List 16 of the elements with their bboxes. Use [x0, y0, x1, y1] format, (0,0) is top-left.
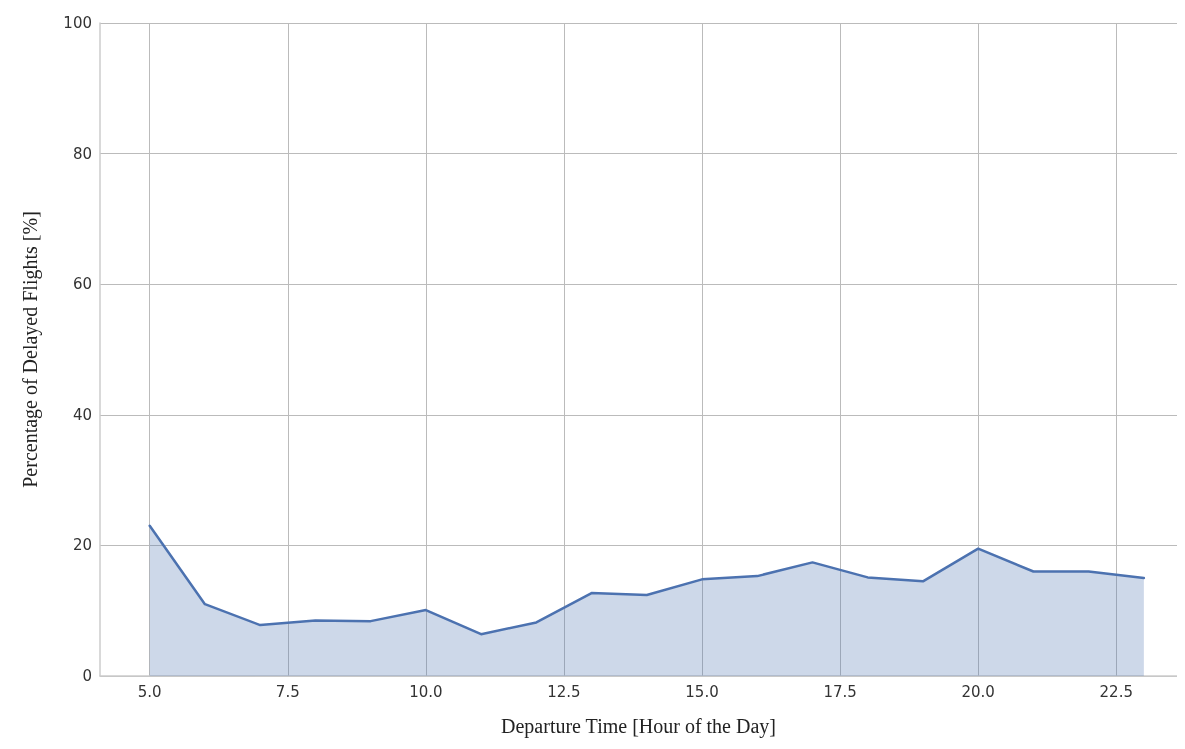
x-tick-label: 17.5	[823, 682, 857, 701]
y-tick-label: 60	[72, 275, 92, 294]
x-tick-label: 20.0	[961, 682, 995, 701]
y-tick-label: 80	[72, 144, 92, 163]
y-axis-title: Percentage of Delayed Flights [%]	[19, 211, 42, 488]
y-tick-label: 40	[72, 405, 92, 424]
x-tick-label: 15.0	[685, 682, 719, 701]
x-axis-title: Departure Time [Hour of the Day]	[501, 715, 776, 738]
x-tick-label: 5.0	[137, 682, 162, 701]
y-tick-label: 20	[72, 536, 92, 555]
x-tick-label: 22.5	[1099, 682, 1133, 701]
x-tick-label: 10.0	[409, 682, 443, 701]
y-tick-label: 100	[63, 14, 92, 32]
x-tick-label: 12.5	[547, 682, 581, 701]
x-tick-label: 7.5	[275, 682, 300, 701]
y-tick-label: 0	[82, 667, 92, 685]
